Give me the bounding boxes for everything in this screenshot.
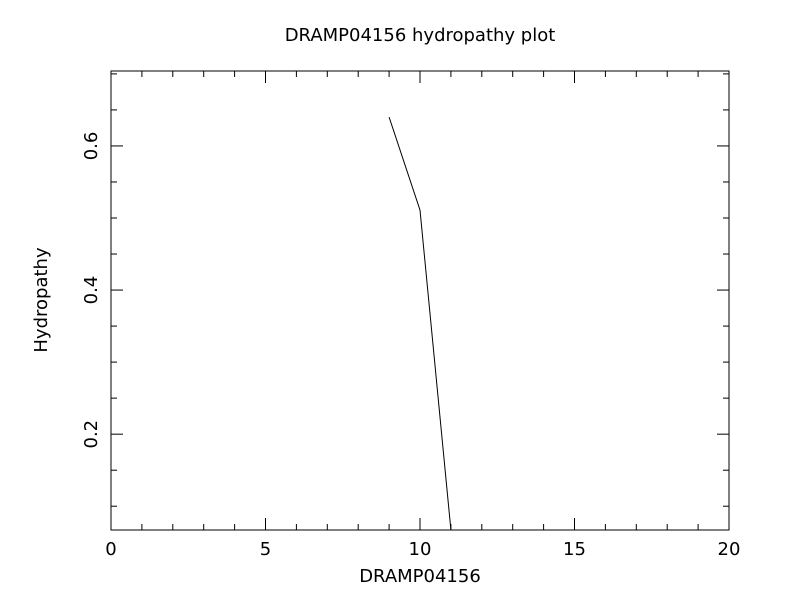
chart-title: DRAMP04156 hydropathy plot (285, 25, 556, 46)
data-line (388, 116, 452, 531)
x-tick-label: 15 (563, 539, 586, 560)
y-axis-label: Hydropathy (31, 247, 52, 353)
x-tick-label: 5 (260, 539, 271, 560)
plot-frame (110, 70, 730, 531)
x-axis-label: DRAMP04156 (359, 566, 481, 587)
x-tick-label: 10 (409, 539, 432, 560)
y-tick-label: 0.2 (81, 420, 102, 449)
x-tick-label: 20 (718, 539, 741, 560)
y-tick-label: 0.4 (81, 276, 102, 305)
y-tick-label: 0.6 (81, 132, 102, 161)
x-tick-label: 0 (105, 539, 116, 560)
